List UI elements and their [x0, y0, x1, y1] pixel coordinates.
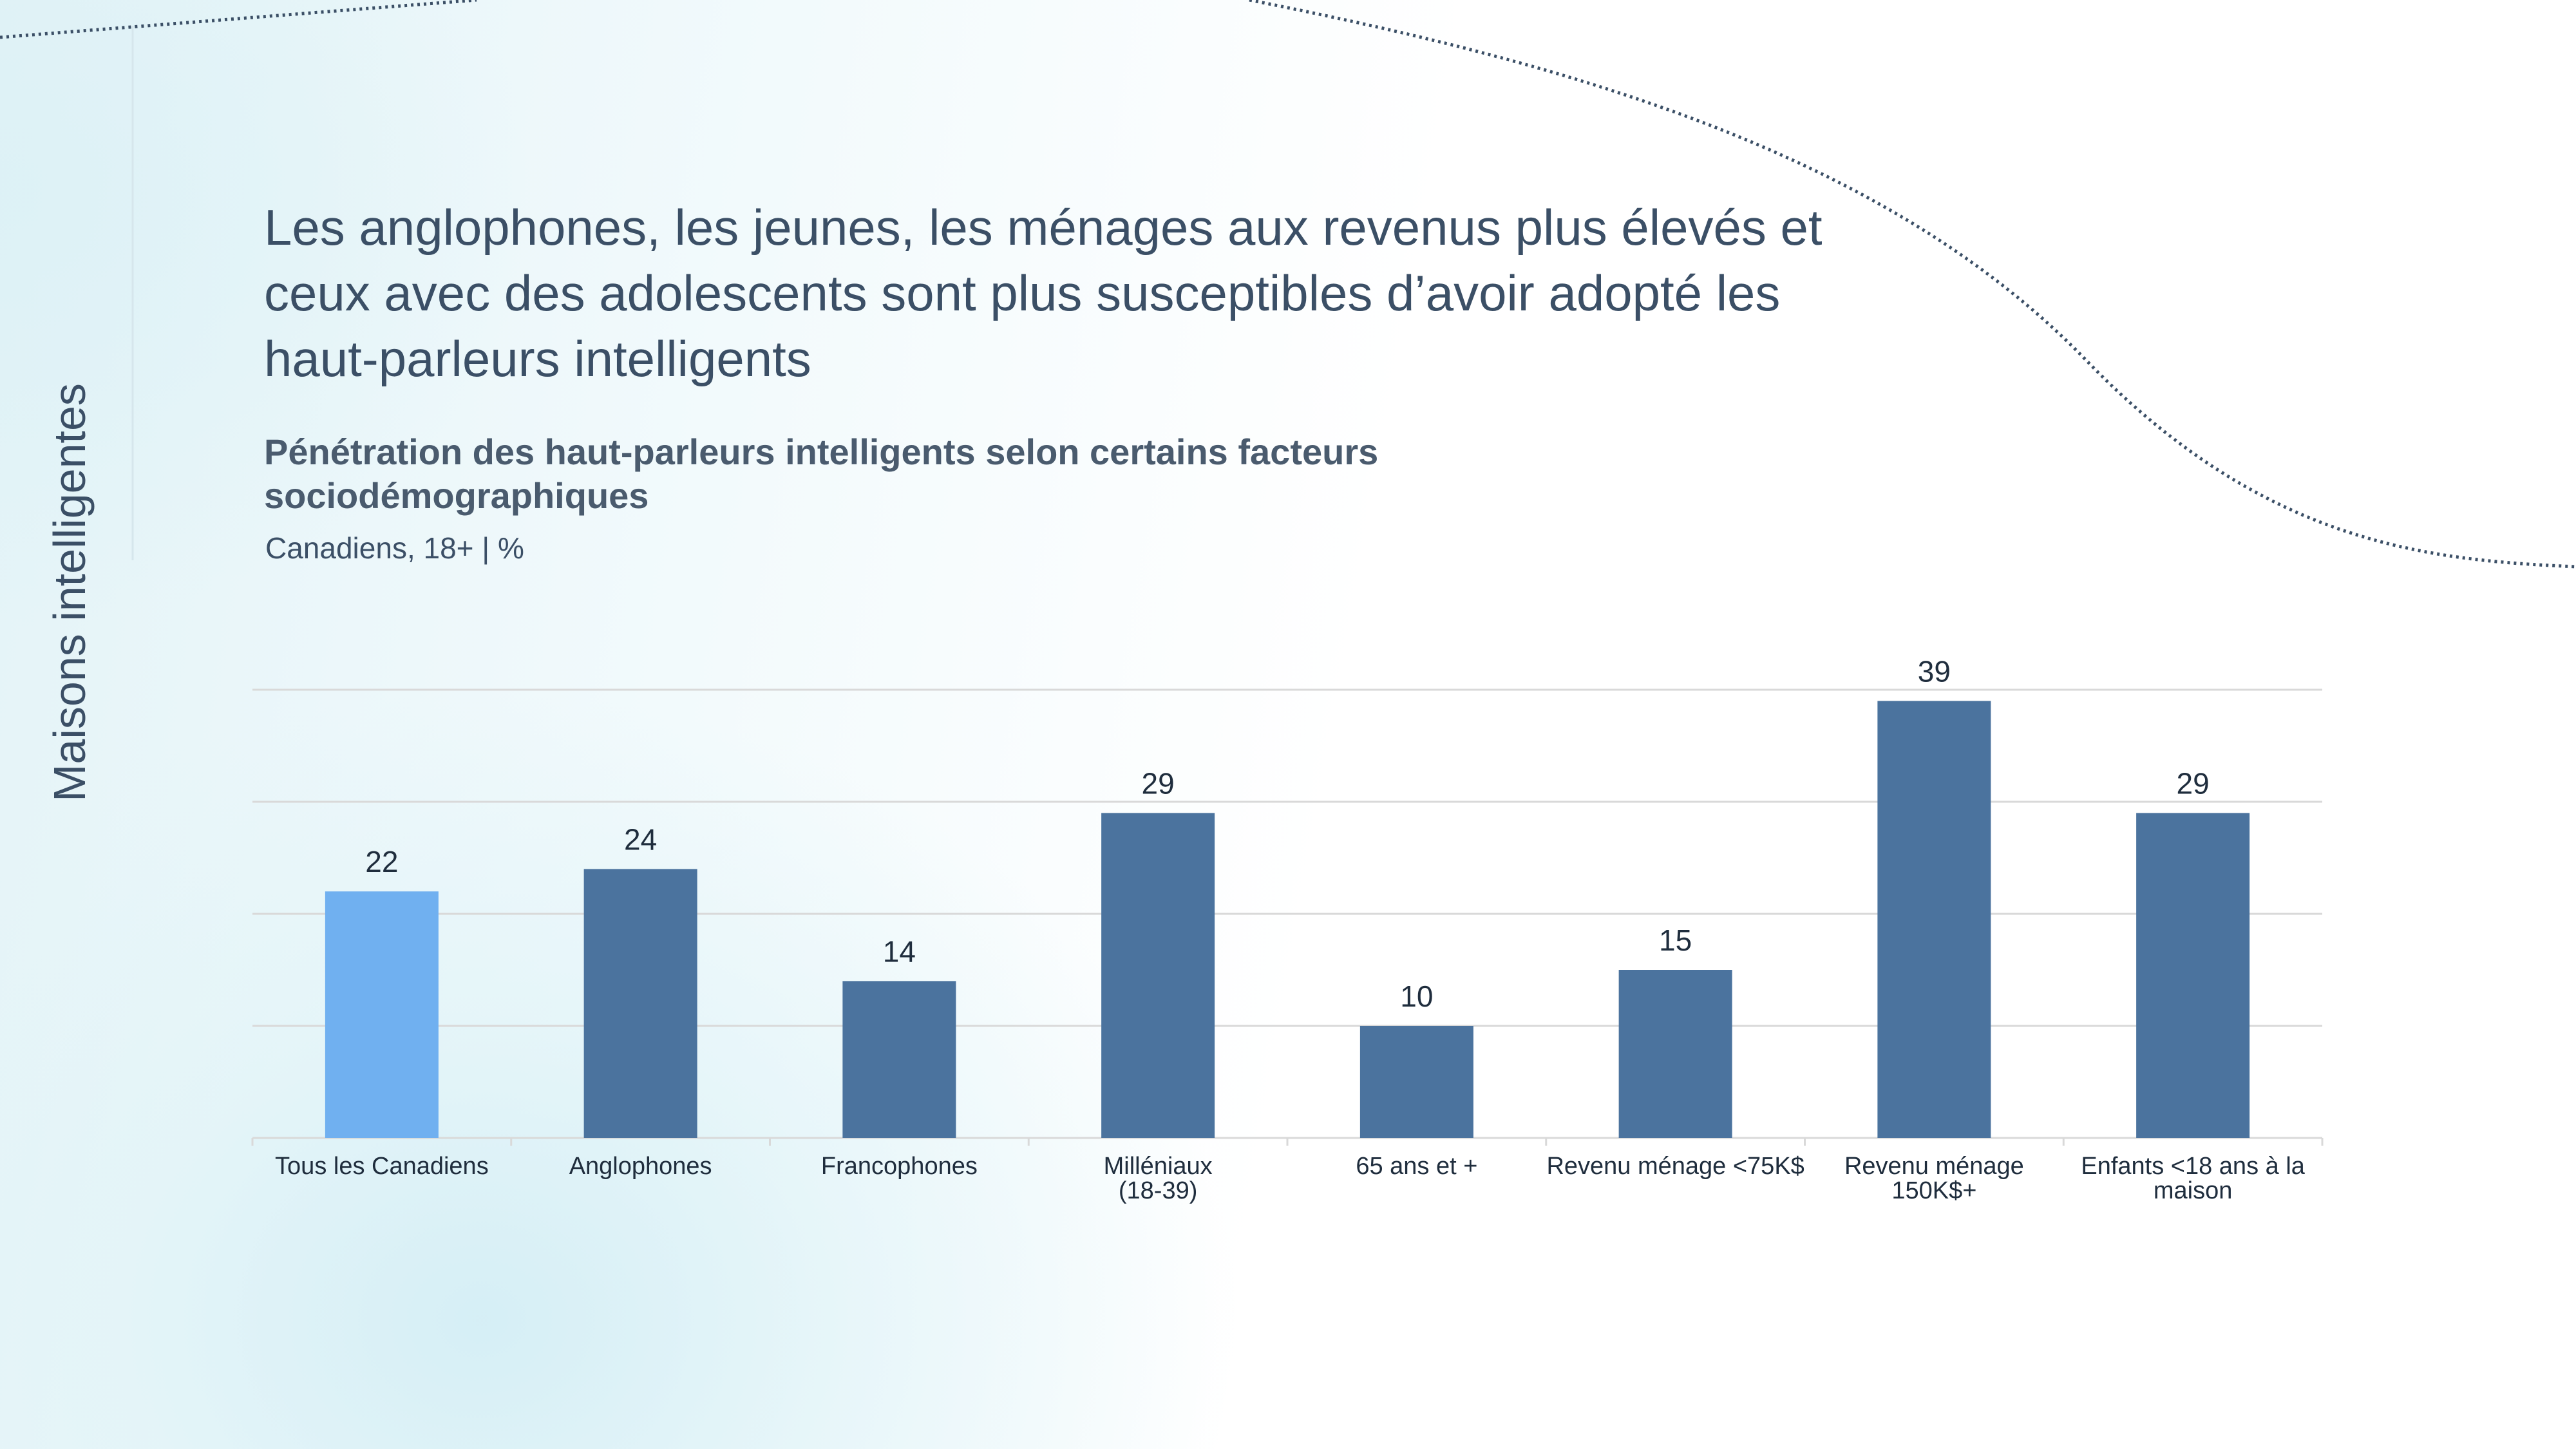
data-label: 15 — [1659, 923, 1692, 957]
data-label: 10 — [1400, 980, 1433, 1013]
chart-subtitle: Canadiens, 18+ | % — [265, 531, 524, 565]
category-label: Revenu ménage <75K$ — [1546, 1153, 1804, 1180]
slide-headline: Les anglophones, les jeunes, les ménages… — [264, 199, 1823, 387]
data-label: 22 — [365, 845, 398, 878]
data-label: 24 — [624, 822, 657, 856]
data-label: 29 — [1142, 766, 1175, 800]
bar — [1618, 970, 1732, 1138]
wave-dotted-curve — [1249, 0, 2576, 569]
category-label: Enfants <18 ans à la maison — [2081, 1153, 2305, 1204]
category-label: Revenu ménage 150K$+ — [1844, 1153, 2024, 1204]
bar — [325, 891, 439, 1138]
category-label: Milléniaux (18-39) — [1104, 1153, 1213, 1204]
bar — [1101, 813, 1215, 1138]
category-label: Francophones — [821, 1153, 978, 1180]
bar — [2136, 813, 2250, 1138]
data-label: 14 — [883, 934, 916, 968]
category-label: Tous les Canadiens — [275, 1153, 489, 1180]
data-label: 29 — [2177, 766, 2210, 800]
bar — [1359, 1026, 1473, 1138]
category-label: 65 ans et + — [1356, 1153, 1477, 1180]
bar — [583, 869, 697, 1138]
category-label: Anglophones — [569, 1153, 712, 1180]
bar — [842, 981, 956, 1138]
data-label: 39 — [1918, 654, 1951, 688]
bar — [1877, 701, 1991, 1138]
chart-title: Pénétration des haut-parleurs intelligen… — [264, 431, 1379, 516]
